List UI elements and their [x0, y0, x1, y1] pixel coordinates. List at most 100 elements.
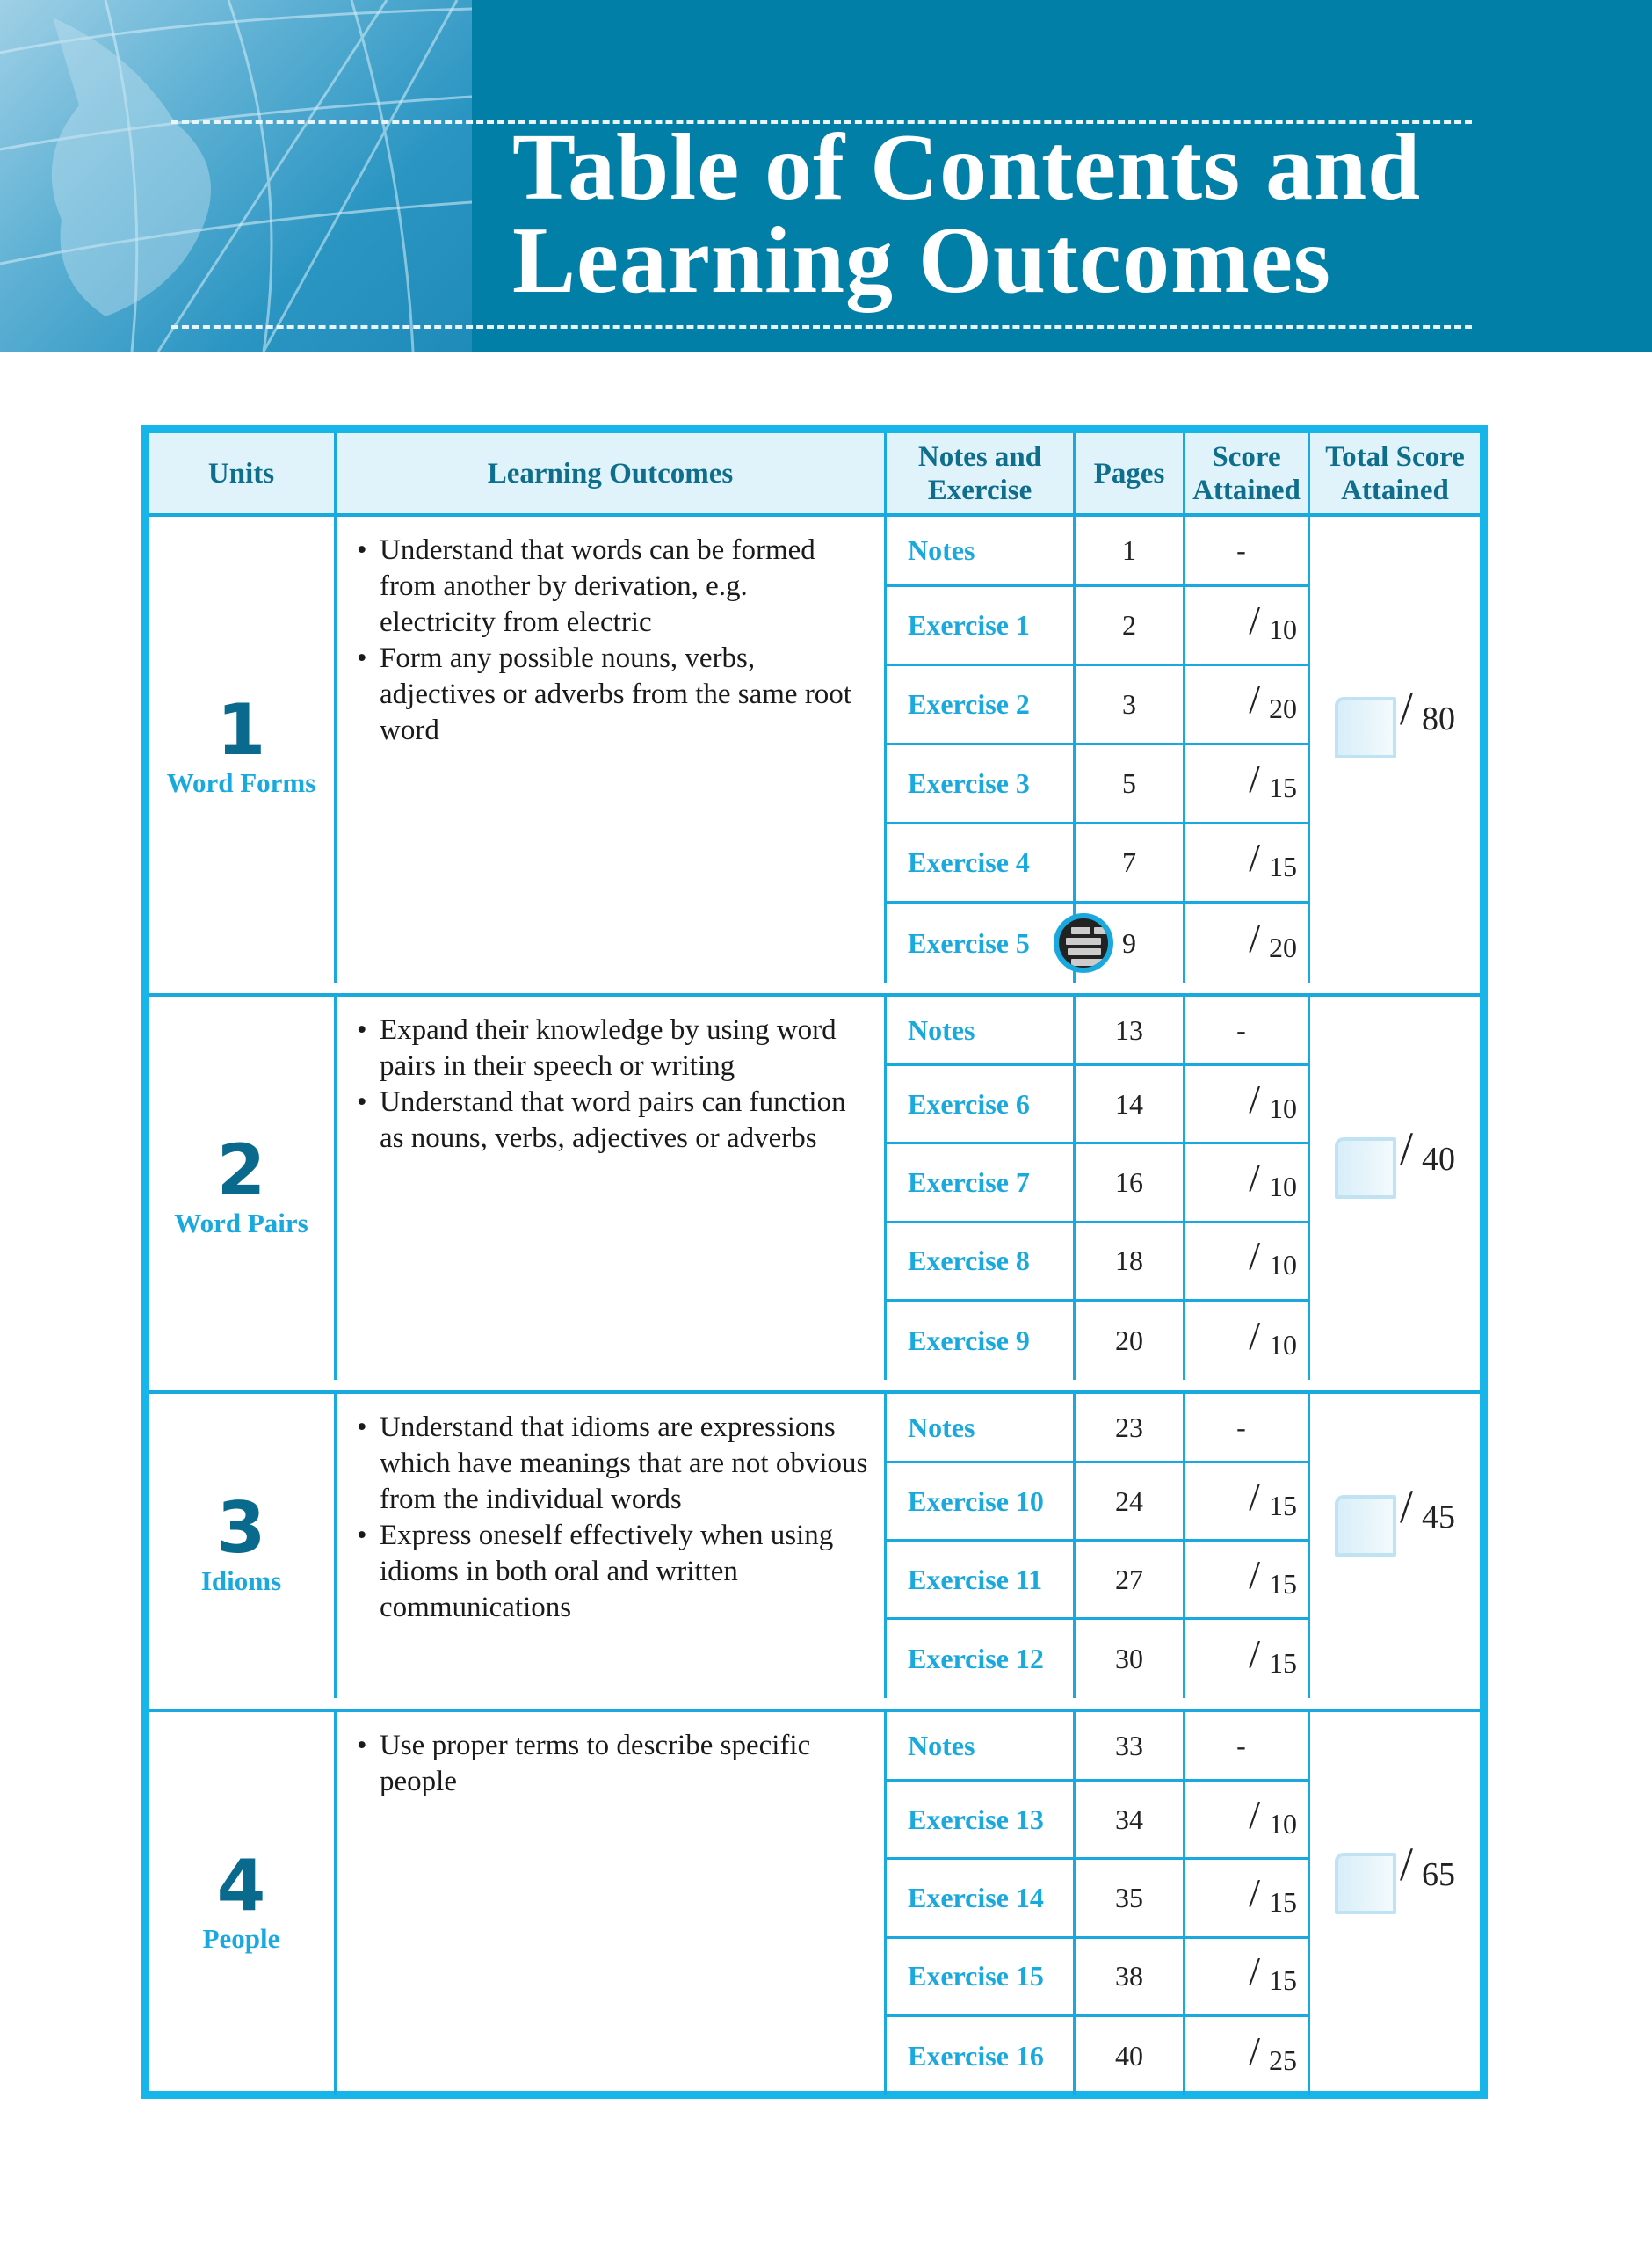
score-attained-cell[interactable]: -	[1185, 997, 1310, 1064]
exercise-label[interactable]: Exercise 15	[908, 1960, 1044, 1992]
exercise-link[interactable]: Exercise 8	[887, 1223, 1076, 1299]
exercise-link[interactable]: Exercise 13	[887, 1782, 1076, 1858]
exercise-label[interactable]: Exercise 8	[908, 1245, 1030, 1277]
header-learning-outcomes: Learning Outcomes	[337, 433, 887, 513]
total-score-input-box[interactable]	[1335, 1853, 1396, 1914]
header-total-line-1: Total Score	[1325, 440, 1465, 473]
exercise-label[interactable]: Exercise 1	[908, 609, 1030, 641]
exercise-label[interactable]: Exercise 10	[908, 1484, 1044, 1517]
exercise-link[interactable]: Exercise 3	[887, 745, 1076, 822]
exercise-link[interactable]: Exercise 9	[887, 1301, 1076, 1380]
total-score-input-box[interactable]	[1335, 697, 1396, 758]
exercise-link[interactable]: Exercise 16	[887, 2016, 1076, 2095]
unit-number: 2	[216, 1129, 266, 1211]
page-number: 27	[1076, 1542, 1185, 1618]
exercise-label[interactable]: Exercise 2	[908, 688, 1030, 720]
exercise-label[interactable]: Notes	[908, 1729, 975, 1761]
no-score-dash: -	[1236, 1729, 1246, 1761]
score-attained-cell[interactable]: / 10	[1185, 1066, 1310, 1143]
score-slash: /	[1249, 915, 1260, 961]
exercise-label[interactable]: Exercise 16	[908, 2039, 1044, 2072]
page-title: Table of Contents and Learning Outcomes	[512, 120, 1421, 308]
exercise-link[interactable]: Exercise 5	[887, 904, 1113, 983]
score-attained-cell[interactable]: / 15	[1185, 1463, 1310, 1540]
score-attained-cell[interactable]: / 15	[1185, 1860, 1310, 1936]
learning-outcomes-cell: Understand that idioms are expressions w…	[337, 1394, 887, 1698]
exercise-label[interactable]: Notes	[908, 1013, 975, 1046]
score-attained-cell[interactable]: / 10	[1185, 1144, 1310, 1221]
table-row[interactable]: Exercise 15 38 / 15	[887, 1938, 1310, 2017]
score-attained-cell[interactable]: / 15	[1185, 1620, 1310, 1698]
exercise-label[interactable]: Notes	[908, 534, 975, 566]
exercise-label[interactable]: Exercise 6	[908, 1087, 1030, 1120]
total-score-input-box[interactable]	[1335, 1495, 1396, 1557]
score-attained-cell[interactable]: / 20	[1185, 666, 1310, 743]
exercise-link[interactable]: Notes	[887, 997, 1076, 1064]
score-attained-cell[interactable]: -	[1185, 517, 1310, 584]
table-row[interactable]: Exercise 13 34 / 10	[887, 1782, 1310, 1861]
exercise-link[interactable]: Exercise 2	[887, 666, 1076, 743]
score-attained-cell[interactable]: -	[1185, 1712, 1310, 1780]
exercise-link[interactable]: Exercise 14	[887, 1860, 1076, 1936]
exercise-label[interactable]: Exercise 3	[908, 767, 1030, 799]
table-row[interactable]: Exercise 7 16 / 10	[887, 1144, 1310, 1223]
table-row[interactable]: Notes 13 -	[887, 997, 1310, 1067]
table-row[interactable]: Exercise 10 24 / 15	[887, 1463, 1310, 1542]
table-row[interactable]: Exercise 4 7 / 15	[887, 824, 1310, 904]
exercise-label[interactable]: Exercise 14	[908, 1882, 1044, 1914]
table-row[interactable]: Notes 33 -	[887, 1712, 1310, 1782]
no-score-dash: -	[1236, 534, 1246, 566]
table-row[interactable]: Exercise 8 18 / 10	[887, 1223, 1310, 1302]
exercise-link[interactable]: Exercise 4	[887, 824, 1076, 901]
score-attained-cell[interactable]: / 10	[1185, 1782, 1310, 1858]
exercise-link[interactable]: Exercise 15	[887, 1938, 1076, 2014]
score-attained-cell[interactable]: / 15	[1185, 1542, 1310, 1618]
table-row[interactable]: Exercise 6 14 / 10	[887, 1066, 1310, 1145]
unit-cell: 2 Word Pairs	[149, 997, 337, 1380]
score-attained-cell[interactable]: / 10	[1185, 587, 1310, 664]
table-row[interactable]: Notes 23 -	[887, 1394, 1310, 1464]
total-score-input-box[interactable]	[1335, 1137, 1396, 1199]
exercise-link[interactable]: Exercise 1	[887, 587, 1076, 664]
score-attained-cell[interactable]: / 15	[1185, 824, 1310, 901]
table-row[interactable]: Exercise 1 2 / 10	[887, 587, 1310, 666]
exercise-label[interactable]: Notes	[908, 1411, 975, 1443]
table-row[interactable]: Notes 1 -	[887, 517, 1310, 587]
exercise-link[interactable]: Notes	[887, 517, 1076, 584]
exercise-label[interactable]: Exercise 13	[908, 1803, 1044, 1835]
exercise-label[interactable]: Exercise 11	[908, 1563, 1043, 1595]
exercise-link[interactable]: Exercise 7	[887, 1144, 1076, 1221]
exercise-link[interactable]: Exercise 10	[887, 1463, 1076, 1540]
score-attained-cell[interactable]: / 25	[1185, 2016, 1310, 2095]
table-row[interactable]: Exercise 11 27 / 15	[887, 1542, 1310, 1621]
score-max: 15	[1269, 1964, 1297, 1997]
exercise-label[interactable]: Exercise 9	[908, 1324, 1030, 1356]
exercise-label[interactable]: Exercise 7	[908, 1166, 1030, 1199]
exercise-label[interactable]: Exercise 4	[908, 846, 1030, 878]
exercise-link[interactable]: Exercise 12	[887, 1620, 1076, 1698]
exercise-link[interactable]: Notes	[887, 1394, 1076, 1462]
table-row[interactable]: Exercise 16 40 / 25	[887, 2016, 1310, 2095]
score-attained-cell[interactable]: / 15	[1185, 1938, 1310, 2014]
table-row[interactable]: Exercise 3 5 / 15	[887, 745, 1310, 824]
unit-name: People	[202, 1923, 280, 1954]
table-row[interactable]: Exercise 9 20 / 10	[887, 1301, 1310, 1380]
icon-block	[1094, 927, 1106, 934]
score-attained-cell[interactable]: / 10	[1185, 1301, 1310, 1380]
table-row[interactable]: Exercise 12 30 / 15	[887, 1620, 1310, 1698]
score-attained-cell[interactable]: / 15	[1185, 745, 1310, 822]
unit-name: Word Pairs	[174, 1208, 308, 1238]
exercise-link[interactable]: Exercise 6	[887, 1066, 1076, 1143]
exercise-link[interactable]: Notes	[887, 1712, 1076, 1780]
table-row[interactable]: Exercise 5 9 / 20	[887, 904, 1310, 983]
score-attained-cell[interactable]: / 20	[1185, 904, 1310, 983]
exercise-label[interactable]: Exercise 12	[908, 1643, 1044, 1675]
exercise-link[interactable]: Exercise 11	[887, 1542, 1076, 1618]
table-row[interactable]: Exercise 2 3 / 20	[887, 666, 1310, 745]
page-number: 18	[1076, 1223, 1185, 1299]
exercise-label[interactable]: Exercise 5	[908, 926, 1030, 959]
score-attained-cell[interactable]: / 10	[1185, 1223, 1310, 1299]
score-attained-cell[interactable]: -	[1185, 1394, 1310, 1462]
table-row[interactable]: Exercise 14 35 / 15	[887, 1860, 1310, 1939]
page-number: 23	[1076, 1394, 1185, 1462]
